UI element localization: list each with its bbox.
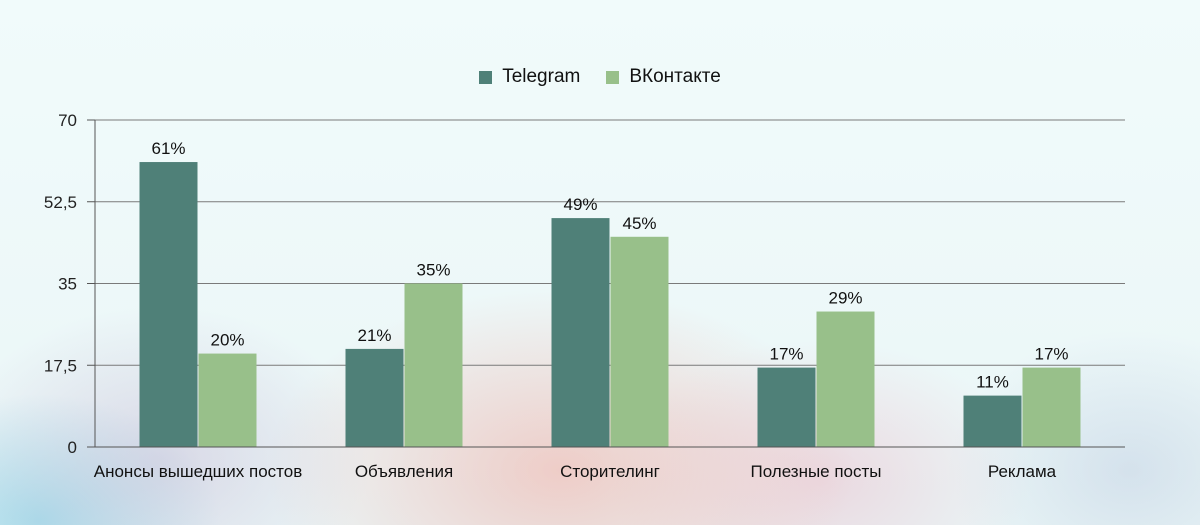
legend: Telegram ВКонтакте bbox=[0, 64, 1200, 90]
x-category-label: Полезные посты bbox=[750, 462, 881, 481]
data-label: 20% bbox=[210, 331, 244, 350]
x-category-label: Реклама bbox=[988, 462, 1057, 481]
data-label: 17% bbox=[1034, 345, 1068, 364]
data-label: 35% bbox=[416, 261, 450, 280]
legend-item-vkontakte: ВКонтакте bbox=[606, 66, 721, 88]
data-label: 29% bbox=[828, 289, 862, 308]
legend-swatch-vkontakte bbox=[606, 70, 620, 84]
bar-telegram bbox=[551, 218, 610, 447]
y-tick-label: 70 bbox=[58, 111, 77, 130]
bar-vkontakte bbox=[1022, 367, 1081, 447]
data-label: 49% bbox=[563, 195, 597, 214]
bar-telegram bbox=[345, 348, 404, 447]
y-axis: 0 17,5 35 52,5 70 bbox=[44, 111, 96, 457]
legend-item-telegram: Telegram bbox=[479, 66, 580, 88]
y-tick-label: 17,5 bbox=[44, 356, 77, 375]
y-tick-label: 0 bbox=[68, 438, 77, 457]
x-category-label: Объявления bbox=[355, 462, 453, 481]
bar-vkontakte bbox=[198, 353, 257, 447]
bar-vkontakte bbox=[610, 236, 669, 447]
data-label: 17% bbox=[769, 345, 803, 364]
bar-telegram bbox=[139, 162, 198, 448]
bar-telegram bbox=[963, 395, 1022, 447]
data-label: 11% bbox=[976, 373, 1009, 392]
legend-swatch-telegram bbox=[479, 70, 493, 84]
bar-telegram bbox=[757, 367, 816, 447]
data-label: 45% bbox=[622, 214, 656, 233]
bars: 61% 20% 21% 35% 49% 45% 17% 29% 11% 17% bbox=[139, 139, 1081, 448]
x-category-label: Сторителинг bbox=[560, 462, 660, 481]
x-axis: Анонсы вышедших постов Объявления Сторител… bbox=[94, 446, 1125, 481]
bar-vkontakte bbox=[404, 283, 463, 447]
legend-label-vkontakte: ВКонтакте bbox=[629, 66, 721, 87]
bar-vkontakte bbox=[816, 311, 875, 447]
y-tick-label: 52,5 bbox=[44, 193, 77, 212]
legend-label-telegram: Telegram bbox=[502, 66, 581, 87]
data-label: 61% bbox=[151, 139, 185, 158]
x-category-label: Анонсы вышедших постов bbox=[94, 462, 303, 481]
data-label: 21% bbox=[357, 326, 391, 345]
y-tick-label: 35 bbox=[58, 275, 77, 294]
